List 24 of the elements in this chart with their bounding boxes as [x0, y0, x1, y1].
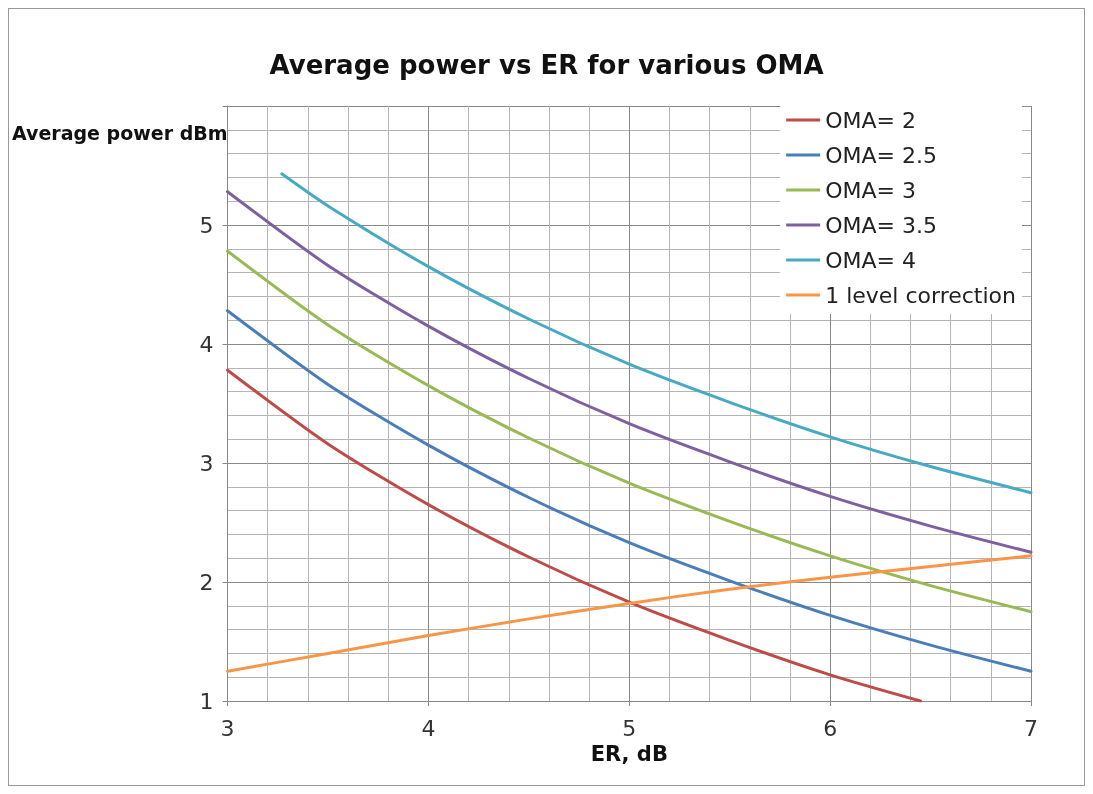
line-series — [226, 368, 923, 703]
legend-label: OMA= 3 — [825, 177, 916, 203]
y-axis-title: Average power dBm — [11, 122, 228, 144]
y-tick-label: 1 — [199, 688, 214, 714]
x-tick-label: 6 — [823, 715, 838, 741]
legend-label: OMA= 3.5 — [825, 212, 937, 238]
x-tick-label: 4 — [421, 715, 436, 741]
y-tick-label: 3 — [199, 450, 214, 476]
y-tick-label: 4 — [199, 331, 214, 357]
legend-label: OMA= 2.5 — [825, 142, 937, 168]
x-tick-label: 7 — [1024, 715, 1038, 741]
line-series — [226, 309, 1033, 673]
line-series — [226, 249, 1033, 614]
x-axis-title: ER, dB — [590, 742, 668, 767]
legend-label: OMA= 2 — [825, 107, 916, 133]
line-series — [226, 554, 1033, 673]
y-tick-label: 2 — [199, 569, 214, 595]
y-tick-label: 5 — [199, 212, 214, 238]
x-tick-label: 5 — [622, 715, 637, 741]
chart-title: Average power vs ER for various OMA — [269, 50, 824, 80]
legend-label: 1 level correction — [825, 282, 1017, 308]
line-series — [280, 172, 1033, 495]
x-tick-label: 3 — [220, 715, 235, 741]
legend-label: OMA= 4 — [825, 247, 916, 273]
